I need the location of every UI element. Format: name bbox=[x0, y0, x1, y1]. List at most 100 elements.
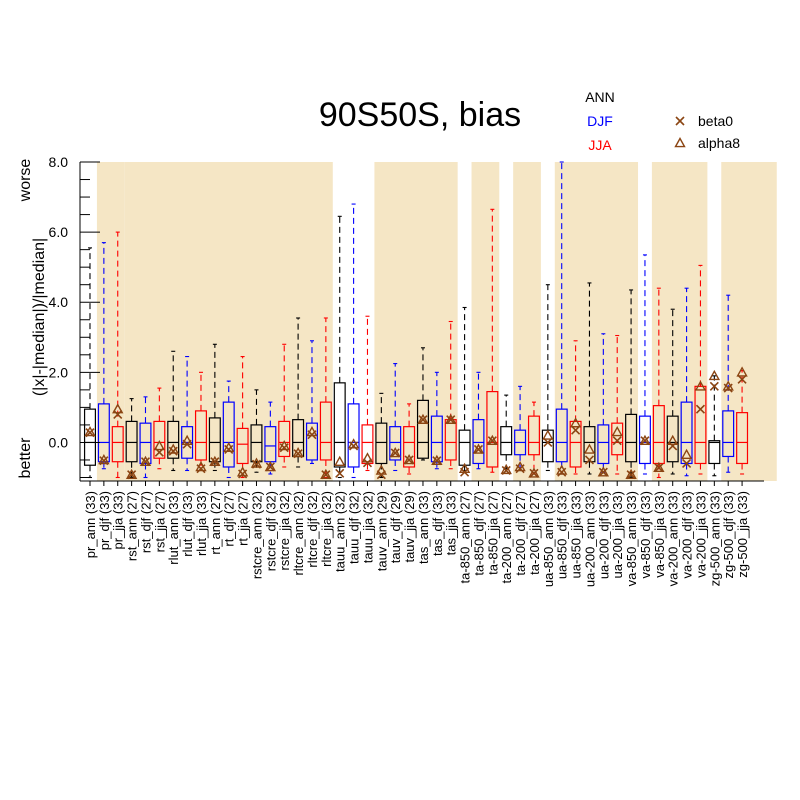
box-iqr bbox=[694, 385, 707, 465]
box-iqr bbox=[139, 422, 152, 465]
y-tick-label: 2.0 bbox=[49, 364, 69, 380]
alpha8-marker bbox=[181, 434, 193, 445]
x-tick-label: va-850_ann (33) bbox=[624, 491, 639, 586]
box-rlut_jja bbox=[194, 371, 207, 474]
beta0-marker bbox=[626, 470, 636, 480]
legend-beta0-symbol bbox=[675, 116, 685, 126]
box-rst_ann bbox=[125, 398, 138, 480]
box-va-200_ann bbox=[666, 308, 679, 475]
box-rstcre_ann bbox=[250, 389, 263, 473]
box-va-200_jja bbox=[694, 264, 707, 475]
alpha8-marker bbox=[389, 447, 401, 458]
box-rltcre_ann bbox=[292, 317, 305, 468]
beta0-marker-stroke bbox=[362, 458, 373, 468]
box-rlut_ann bbox=[167, 350, 180, 472]
box-ta-200_ann bbox=[500, 394, 513, 476]
alpha8-marker bbox=[667, 434, 679, 445]
x-tick-label: zg-500_djf (33) bbox=[721, 491, 736, 578]
beta0-marker bbox=[682, 458, 692, 469]
shaded-variable-groups bbox=[96, 162, 777, 481]
alpha8-marker bbox=[472, 443, 485, 454]
beta0-marker bbox=[335, 468, 345, 478]
alpha8-marker bbox=[722, 380, 734, 391]
box-series bbox=[83, 161, 749, 480]
box-tauu_jja bbox=[361, 315, 374, 472]
box-iqr bbox=[347, 403, 360, 468]
y-axis-label: (|x|-|median|)/|median| bbox=[31, 238, 48, 396]
box-rt_jja bbox=[236, 356, 249, 479]
legend: ANN DJF JJA beta0 alpha8 bbox=[585, 89, 740, 153]
x-tick-label: ta-200_jja (27) bbox=[527, 491, 542, 575]
box-va-200_djf bbox=[680, 287, 693, 477]
alpha8-marker bbox=[195, 461, 207, 472]
shaded-group bbox=[651, 162, 708, 481]
box-iqr bbox=[305, 422, 318, 461]
beta0-marker-stroke bbox=[335, 468, 345, 478]
box-zg-500_djf bbox=[722, 294, 735, 473]
alpha8-legend-marker bbox=[674, 137, 686, 148]
box-iqr bbox=[111, 426, 124, 463]
shaded-group bbox=[554, 162, 639, 481]
box-iqr bbox=[167, 420, 180, 459]
box-rt_ann bbox=[208, 343, 221, 472]
beta0-marker bbox=[404, 455, 414, 465]
shaded-group bbox=[721, 162, 777, 481]
x-tick-label: rst_jja (27) bbox=[152, 491, 167, 552]
x-tick-label: rlut_ann (33) bbox=[166, 491, 181, 565]
box-iqr bbox=[638, 415, 651, 465]
x-tick-label: va-850_jja (33) bbox=[652, 491, 667, 578]
alpha8-marker bbox=[569, 417, 582, 428]
x-tick-label: tas_jja (33) bbox=[444, 491, 459, 555]
beta0-marker bbox=[362, 458, 373, 468]
alpha8-marker bbox=[403, 454, 415, 465]
box-iqr bbox=[83, 408, 97, 466]
box-iqr bbox=[375, 422, 388, 465]
box-ta-850_jja bbox=[486, 208, 499, 473]
alpha8-marker bbox=[84, 425, 96, 437]
beta0-marker bbox=[737, 374, 747, 384]
box-ua-850_jja bbox=[569, 340, 582, 475]
beta0-marker bbox=[127, 470, 137, 480]
box-iqr bbox=[500, 426, 513, 456]
x-tick-label: rltcre_jja (32) bbox=[319, 491, 334, 567]
box-pr_jja bbox=[111, 231, 124, 479]
beta0-marker bbox=[584, 455, 595, 465]
shaded-group bbox=[513, 162, 541, 481]
x-tick-label: tauv_jja (29) bbox=[402, 491, 417, 563]
alpha8-marker bbox=[292, 447, 304, 458]
alpha8-marker bbox=[264, 461, 277, 472]
alpha8-marker bbox=[639, 434, 651, 445]
box-iqr bbox=[319, 401, 332, 461]
box-ua-850_ann bbox=[541, 284, 554, 472]
box-iqr bbox=[403, 426, 416, 468]
x-tick-label: ua-200_djf (33) bbox=[596, 491, 611, 579]
x-tick-label: ta-850_jja (27) bbox=[485, 491, 500, 575]
alpha8-marker bbox=[153, 440, 166, 451]
x-tick-label: ua-850_ann (33) bbox=[541, 491, 556, 587]
box-iqr bbox=[222, 401, 235, 468]
y-tick-label: 0.0 bbox=[49, 434, 69, 450]
beta0-marker-stroke bbox=[140, 457, 151, 467]
box-iqr bbox=[458, 429, 471, 466]
box-ua-200_ann bbox=[583, 282, 596, 475]
box-tauv_jja bbox=[403, 403, 416, 475]
box-tauu_djf bbox=[347, 203, 360, 479]
alpha8-marker bbox=[486, 434, 499, 445]
alpha8-marker bbox=[139, 455, 152, 467]
alpha8-marker bbox=[583, 443, 596, 454]
box-rstcre_jja bbox=[278, 343, 291, 468]
legend-jja: JJA bbox=[588, 137, 612, 153]
box-iqr bbox=[278, 420, 291, 458]
beta0-marker bbox=[709, 381, 719, 391]
beta0-marker bbox=[571, 425, 581, 435]
x-tick-label: zg-500_ann (33) bbox=[707, 491, 722, 586]
beta0-marker-stroke bbox=[473, 444, 484, 455]
x-tick-label: rt_djf (27) bbox=[222, 491, 237, 547]
box-iqr bbox=[153, 420, 166, 459]
y-tick-label: 6.0 bbox=[49, 224, 69, 240]
x-tick-label: ua-850_jja (33) bbox=[569, 491, 584, 578]
box-iqr bbox=[583, 426, 596, 463]
box-va-850_jja bbox=[652, 287, 665, 479]
x-tick-label: ta-850_djf (27) bbox=[471, 491, 486, 576]
x-tick-label: va-200_ann (33) bbox=[666, 491, 681, 586]
